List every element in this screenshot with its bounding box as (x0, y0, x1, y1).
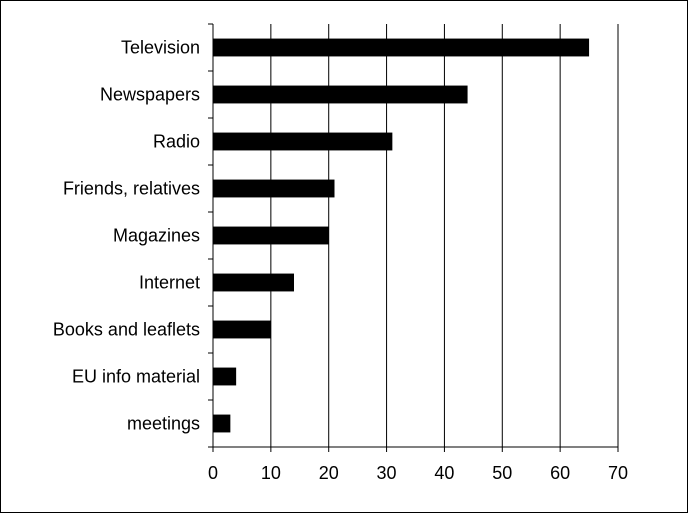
category-label-television: Television (121, 38, 200, 58)
x-tick-label-10: 10 (261, 463, 281, 483)
bar-books-and-leaflets (213, 320, 271, 339)
bar-magazines (213, 226, 329, 245)
category-label-books-and-leaflets: Books and leaflets (53, 320, 200, 340)
labels: meetings EU info material Books and leafle… (53, 38, 628, 484)
x-tick-label-40: 40 (434, 463, 454, 483)
bar-meetings (213, 414, 231, 433)
category-label-meetings: meetings (127, 414, 200, 434)
bars (213, 38, 590, 433)
axes (208, 23, 619, 452)
category-label-magazines: Magazines (113, 226, 200, 246)
x-tick-label-30: 30 (377, 463, 397, 483)
category-label-newspapers: Newspapers (100, 85, 200, 105)
bar-eu-info-material (213, 367, 237, 386)
x-tick-label-70: 70 (608, 463, 628, 483)
category-label-radio: Radio (153, 132, 200, 152)
bar-television (213, 38, 590, 57)
bar-friends-relatives (213, 179, 335, 198)
bar-internet (213, 273, 294, 292)
category-label-eu-info-material: EU info material (72, 367, 200, 387)
x-tick-label-20: 20 (319, 463, 339, 483)
x-tick-label-0: 0 (208, 463, 218, 483)
bar-newspapers (213, 85, 468, 104)
x-tick-label-50: 50 (492, 463, 512, 483)
x-tick-label-60: 60 (550, 463, 570, 483)
bar-radio (213, 132, 393, 151)
category-label-friends-relatives: Friends, relatives (63, 179, 200, 199)
category-label-internet: Internet (139, 273, 200, 293)
